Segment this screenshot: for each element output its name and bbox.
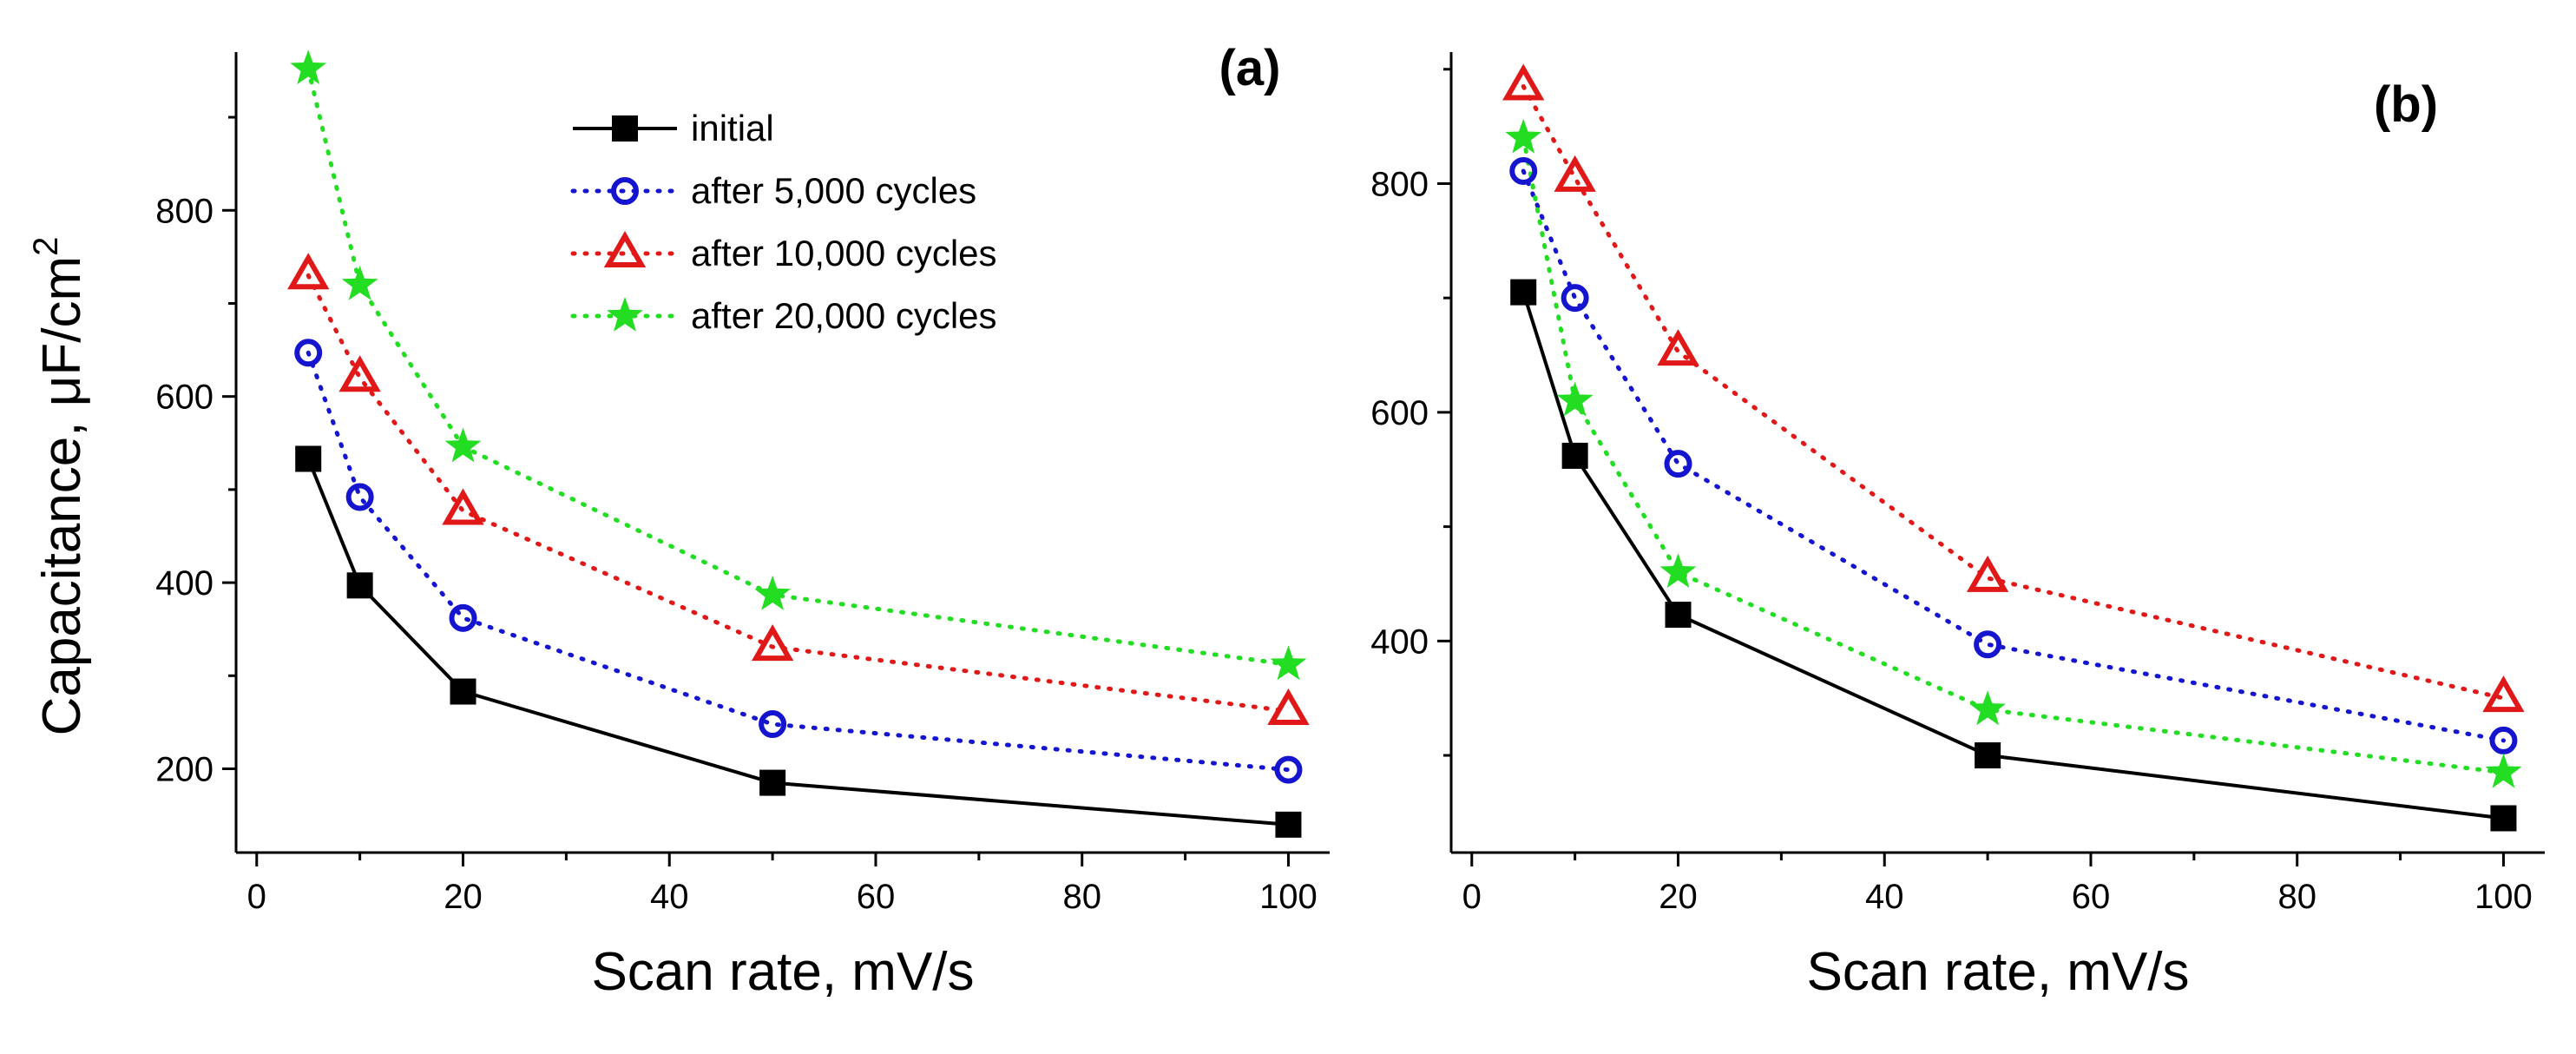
data-point-circle xyxy=(1664,450,1692,478)
chart-panel-b: 0 20 40 60 80 100 400 600 800 Scan rate, mV/s (b) xyxy=(1370,52,2545,1002)
panel-label: (b) xyxy=(2374,76,2438,133)
data-point-circle xyxy=(294,339,323,367)
legend-marker-triangle xyxy=(603,230,647,267)
legend-label: after 5,000 cycles xyxy=(691,170,976,211)
x-tick-label: 0 xyxy=(247,878,266,916)
data-point-triangle xyxy=(1966,555,2009,592)
panel-label: (a) xyxy=(1219,40,1281,96)
data-point-square xyxy=(1561,442,1588,469)
y-tick-label: 600 xyxy=(155,379,214,417)
legend-label: initial xyxy=(691,108,774,148)
x-tick-label: 60 xyxy=(2072,878,2111,916)
y-tick-label: 800 xyxy=(1370,165,1429,203)
data-point-circle xyxy=(2489,726,2518,754)
data-point-triangle xyxy=(751,624,794,662)
data-point-square xyxy=(1975,742,2001,769)
data-point-circle xyxy=(1274,755,1303,784)
data-point-triangle xyxy=(287,253,330,290)
data-point-circle xyxy=(345,483,374,511)
x-tick-label: 60 xyxy=(857,878,896,916)
data-point-star xyxy=(1556,381,1594,417)
legend-marker-star xyxy=(607,297,643,332)
y-tick-label: 400 xyxy=(155,564,214,603)
data-point-star xyxy=(1270,645,1307,681)
y-axis-title-main: Capacitance, μF/cm xyxy=(32,256,92,736)
y-tick-label: 200 xyxy=(155,751,214,789)
data-point-star xyxy=(1659,553,1697,589)
chart-panel-a: 0 20 40 60 80 100 200 400 600 800 Scan rate, mV/s C… xyxy=(27,40,1330,1002)
series-line-2 xyxy=(1521,84,2506,701)
x-tick-label: 20 xyxy=(1659,878,1698,916)
data-point-triangle xyxy=(1554,155,1596,192)
y-tick-label: 400 xyxy=(1370,623,1429,661)
data-point-circle xyxy=(1561,284,1589,313)
legend-marker-circle xyxy=(611,177,639,205)
x-tick-label: 80 xyxy=(1062,878,1101,916)
legend: initial after 5,000 cycles after 10,000 cy… xyxy=(570,108,997,336)
x-tick-label: 100 xyxy=(1259,878,1318,916)
data-point-star xyxy=(1969,690,2006,726)
legend-marker-square xyxy=(612,115,638,142)
series-line-1 xyxy=(306,350,1291,773)
data-point-circle xyxy=(759,710,787,739)
data-point-square xyxy=(2490,805,2517,832)
data-point-triangle xyxy=(2482,675,2525,713)
x-tick-label: 100 xyxy=(2474,878,2533,916)
y-tick-label: 600 xyxy=(1370,394,1429,432)
data-point-triangle xyxy=(338,355,381,392)
x-tick-label: 40 xyxy=(650,878,689,916)
data-point-square xyxy=(1510,279,1537,306)
data-point-square xyxy=(1275,811,1302,838)
data-point-triangle xyxy=(1657,329,1699,366)
data-point-circle xyxy=(1509,156,1538,185)
x-axis-title: Scan rate, mV/s xyxy=(1806,942,2189,1002)
series-line-0 xyxy=(306,458,1289,827)
x-tick-label: 20 xyxy=(444,878,483,916)
data-point-star xyxy=(754,576,791,610)
series-line-0 xyxy=(1521,291,2504,820)
data-point-star xyxy=(341,266,378,300)
series-line-3 xyxy=(306,66,1291,667)
data-point-star xyxy=(290,49,327,85)
series-line-1 xyxy=(1521,168,2506,743)
data-point-triangle xyxy=(442,488,484,525)
data-point-circle xyxy=(449,603,477,632)
y-axis-title-superscript: 2 xyxy=(27,237,65,256)
data-point-star xyxy=(2485,753,2522,788)
y-axis-title: Capacitance, μF/cm2 xyxy=(27,237,92,736)
legend-label: after 10,000 cycles xyxy=(691,233,997,273)
data-point-circle xyxy=(1974,630,2002,659)
data-point-square xyxy=(759,769,786,796)
data-point-star xyxy=(1505,118,1542,154)
data-point-square xyxy=(295,445,322,472)
legend-label: after 20,000 cycles xyxy=(691,295,997,336)
data-point-triangle xyxy=(1267,688,1310,726)
data-point-square xyxy=(450,678,476,705)
series-line-2 xyxy=(306,273,1291,714)
x-tick-label: 0 xyxy=(1462,878,1482,916)
data-point-square xyxy=(346,572,373,599)
x-axis-title: Scan rate, mV/s xyxy=(591,942,974,1002)
x-tick-label: 80 xyxy=(2277,878,2316,916)
data-point-star xyxy=(444,427,482,463)
data-point-triangle xyxy=(1502,63,1545,101)
x-tick-label: 40 xyxy=(1865,878,1904,916)
y-tick-label: 800 xyxy=(155,192,214,230)
data-point-square xyxy=(1665,602,1692,629)
